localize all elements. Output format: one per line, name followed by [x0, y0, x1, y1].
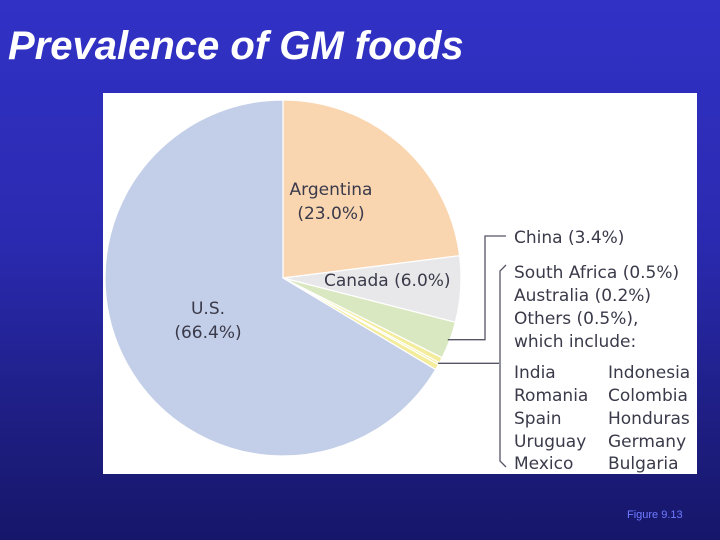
country-india: India	[514, 363, 556, 383]
figure-caption: Figure 9.13	[627, 509, 683, 521]
label-china: China (3.4%)	[514, 228, 624, 248]
pie-chart-figure: Argentina (23.0%) Canada (6.0%) U.S. (66…	[103, 93, 697, 474]
country-bulgaria: Bulgaria	[608, 454, 679, 474]
leader-line-china	[447, 235, 506, 341]
country-spain: Spain	[514, 409, 562, 429]
chart-labels: Argentina (23.0%) Canada (6.0%) U.S. (66…	[174, 180, 690, 474]
leader-lines	[438, 235, 507, 468]
country-germany: Germany	[608, 432, 686, 452]
label-us-name: U.S.	[191, 299, 225, 319]
country-romania: Romania	[514, 386, 588, 406]
label-argentina-name: Argentina	[290, 180, 373, 200]
label-south-africa: South Africa (0.5%)	[514, 263, 679, 283]
label-canada: Canada (6.0%)	[324, 271, 451, 291]
country-mexico: Mexico	[514, 454, 573, 474]
country-honduras: Honduras	[608, 409, 690, 429]
slide-title: Prevalence of GM foods	[8, 24, 464, 68]
country-colombia: Colombia	[608, 386, 688, 406]
country-indonesia: Indonesia	[608, 363, 690, 383]
label-others: Others (0.5%),	[514, 309, 638, 329]
pie-slice-u-s	[104, 99, 437, 457]
pie-slices	[104, 99, 462, 457]
label-others-note: which include:	[514, 332, 636, 352]
bracket-small-slices	[499, 264, 507, 468]
label-us-value: (66.4%)	[174, 323, 241, 343]
country-uruguay: Uruguay	[514, 432, 586, 452]
pie-slice-argentina	[282, 99, 461, 279]
label-argentina-value: (23.0%)	[297, 204, 364, 224]
pie-chart: Argentina (23.0%) Canada (6.0%) U.S. (66…	[104, 99, 690, 474]
label-australia: Australia (0.2%)	[514, 286, 651, 306]
